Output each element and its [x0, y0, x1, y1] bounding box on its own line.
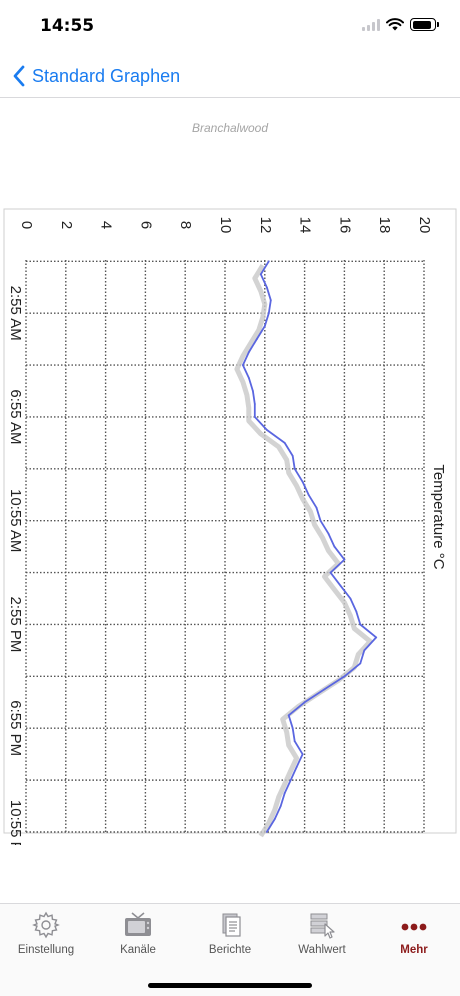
back-label: Standard Graphen [32, 65, 181, 86]
data-point [273, 818, 276, 820]
tab-label: Kanäle [120, 944, 156, 956]
x-tick-label: 2:55 PM [7, 597, 24, 653]
chart-axis-title: Temperature °C [430, 464, 447, 569]
data-point [269, 299, 272, 302]
data-point [343, 675, 346, 678]
series-shadow [234, 263, 373, 838]
y-tick-label: 20 [416, 217, 433, 234]
y-tick-label: 4 [98, 221, 115, 229]
data-point [323, 688, 326, 691]
status-time: 14:55 [40, 16, 95, 36]
battery-level [412, 20, 432, 29]
tab-mehr[interactable]: Mehr [368, 910, 460, 956]
temperature-chart: 0 2 4 6 8 10 12 14 16 18 20 2:55 AM 6:55 AM 10:55 AM 2… [3, 208, 457, 845]
data-point [343, 558, 346, 561]
data-point [253, 416, 256, 418]
data-point [301, 480, 304, 483]
data-point [303, 701, 306, 704]
cellular-signal-icon [362, 18, 380, 31]
more-icon [401, 923, 427, 931]
data-point [267, 312, 270, 315]
data-point [307, 493, 310, 496]
data-point [287, 714, 290, 717]
y-tick-label: 8 [177, 221, 194, 229]
back-button[interactable]: Standard Graphen [12, 60, 180, 92]
home-indicator [148, 983, 312, 988]
tab-label: Wahlwert [298, 944, 346, 956]
station-name: Branchalwood [191, 121, 269, 135]
data-point [329, 571, 332, 574]
data-point [327, 532, 330, 535]
data-point [339, 584, 342, 587]
y-tick-label: 10 [217, 217, 234, 234]
data-point [295, 766, 298, 769]
data-point [283, 792, 286, 794]
wifi-icon [386, 18, 404, 31]
tab-label: Einstellung [17, 944, 75, 956]
data-point [291, 454, 294, 457]
selection-icon [310, 913, 335, 939]
tab-kanaele[interactable]: Kanäle [92, 910, 184, 956]
y-tick-label: 16 [336, 217, 353, 234]
y-tick-label: 14 [297, 217, 314, 234]
data-point [363, 649, 366, 652]
data-point [251, 390, 254, 392]
y-tick-label: 6 [137, 221, 154, 229]
data-point [293, 467, 296, 470]
x-tick-label: 10:55 AM [7, 489, 24, 552]
data-point [279, 805, 282, 807]
data-point [259, 273, 262, 276]
data-point [265, 286, 268, 289]
data-point [242, 364, 244, 366]
battery-icon [410, 18, 439, 31]
data-point [289, 779, 292, 782]
data-point [291, 727, 294, 730]
navigation-bar: Standard Graphen [0, 54, 460, 98]
tab-einstellung[interactable]: Einstellung [0, 910, 92, 956]
x-tick-label: 10:55 PM [7, 800, 24, 845]
tab-label: Berichte [208, 944, 252, 956]
data-point [263, 325, 266, 328]
tab-wahlwert[interactable]: Wahlwert [276, 910, 368, 956]
data-point [355, 610, 358, 613]
data-point [247, 377, 250, 379]
documents-icon [222, 913, 241, 937]
data-point [265, 429, 268, 431]
x-tick-label: 6:55 AM [7, 389, 24, 444]
data-point [253, 403, 256, 405]
tab-label: Mehr [400, 944, 428, 956]
tv-icon [125, 912, 151, 936]
x-tick-label: 6:55 PM [7, 700, 24, 756]
data-point [319, 519, 322, 522]
y-tick-label: 2 [58, 221, 75, 229]
chevron-left-icon [13, 65, 25, 87]
data-point [267, 260, 270, 263]
data-point [265, 831, 268, 833]
data-point [349, 597, 352, 600]
data-point [301, 753, 304, 756]
data-point [247, 351, 250, 353]
gear-icon [32, 911, 60, 939]
y-tick-label: 0 [18, 221, 35, 229]
data-point [293, 740, 296, 743]
data-point [359, 623, 362, 626]
tab-berichte[interactable]: Berichte [184, 910, 276, 956]
y-tick-label: 12 [257, 217, 274, 234]
y-tick-label: 18 [376, 217, 393, 234]
data-point [315, 506, 318, 509]
status-bar: 14:55 [0, 0, 460, 54]
data-point [375, 636, 378, 639]
x-tick-label: 2:55 AM [7, 286, 24, 341]
tab-bar: Einstellung Kanäle Berichte Wah [0, 903, 460, 996]
data-point [283, 441, 286, 444]
status-icons [362, 18, 439, 31]
data-point [359, 662, 362, 665]
data-point [333, 545, 336, 548]
data-point [255, 338, 258, 341]
